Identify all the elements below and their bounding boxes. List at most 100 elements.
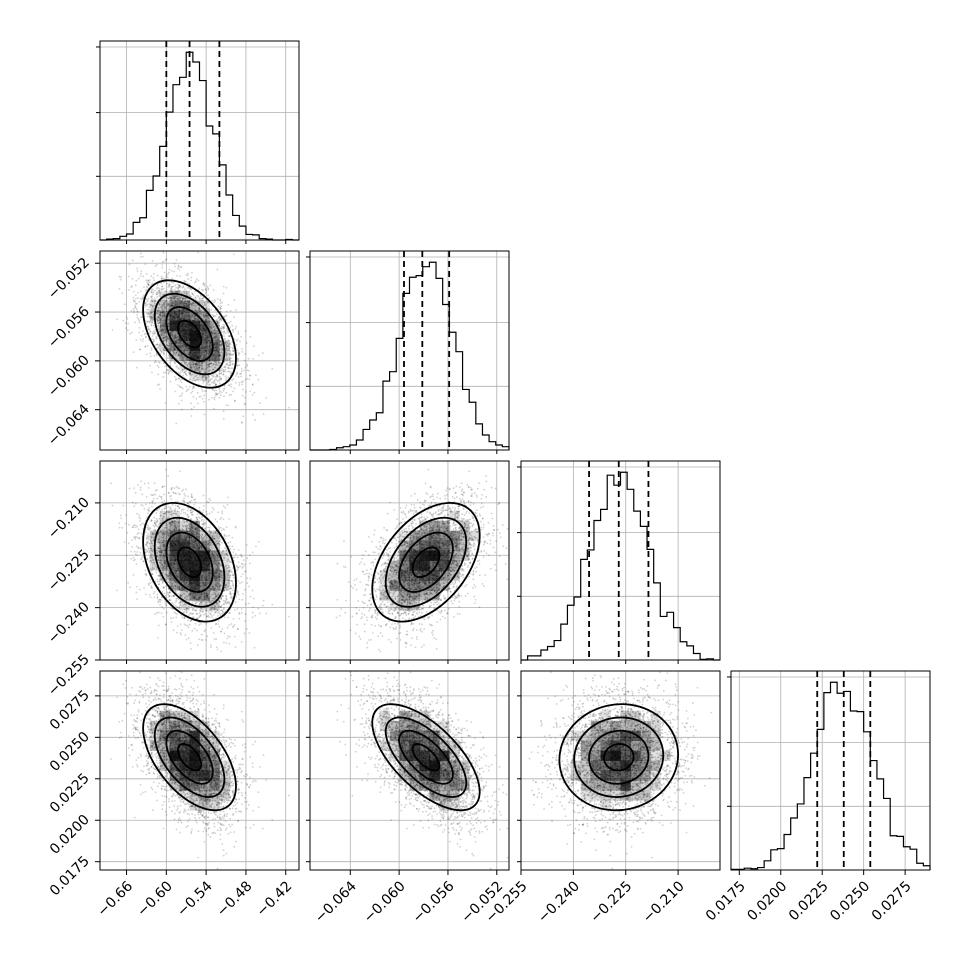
sample-point bbox=[187, 359, 190, 362]
sample-point bbox=[217, 623, 220, 625]
sample-point bbox=[151, 305, 154, 308]
sample-point bbox=[200, 313, 202, 316]
sample-point bbox=[217, 338, 220, 341]
sample-point bbox=[161, 306, 164, 309]
sample-point bbox=[170, 285, 173, 288]
sample-point bbox=[177, 345, 180, 348]
sample-point bbox=[163, 328, 166, 331]
sample-point bbox=[226, 362, 229, 364]
sample-point bbox=[244, 613, 247, 616]
sample-point bbox=[216, 393, 219, 396]
sample-point bbox=[164, 402, 167, 404]
sample-point bbox=[159, 292, 162, 295]
sample-point bbox=[229, 353, 232, 356]
sample-point bbox=[190, 647, 192, 650]
sample-point bbox=[145, 335, 147, 338]
sample-point bbox=[184, 298, 187, 301]
sample-point bbox=[151, 288, 154, 291]
sample-point bbox=[152, 306, 154, 309]
sample-point bbox=[131, 331, 133, 334]
sample-point bbox=[172, 353, 175, 356]
sample-point bbox=[207, 352, 210, 355]
sample-point bbox=[167, 322, 169, 325]
density-bin bbox=[179, 310, 190, 321]
sample-point bbox=[194, 290, 196, 293]
sample-point bbox=[162, 293, 164, 296]
sample-point bbox=[200, 363, 203, 365]
sample-point bbox=[152, 340, 155, 343]
sample-point bbox=[204, 288, 207, 291]
sample-point bbox=[209, 322, 212, 324]
sample-point bbox=[219, 327, 222, 330]
sample-point bbox=[221, 610, 224, 613]
sample-point bbox=[190, 279, 193, 282]
sample-point bbox=[209, 323, 212, 326]
sample-point bbox=[168, 306, 171, 308]
sample-point bbox=[199, 355, 202, 358]
sample-point bbox=[175, 378, 178, 380]
sample-point bbox=[204, 527, 207, 530]
sample-point bbox=[223, 335, 226, 338]
sample-point bbox=[212, 315, 215, 318]
sample-point bbox=[227, 384, 230, 386]
sample-point bbox=[169, 332, 172, 335]
sample-point bbox=[161, 285, 163, 288]
sample-point bbox=[158, 361, 161, 364]
sample-point bbox=[218, 319, 221, 321]
sample-point bbox=[215, 360, 218, 363]
sample-point bbox=[251, 413, 254, 416]
sample-point bbox=[159, 293, 161, 296]
sample-point bbox=[187, 388, 190, 391]
sample-point bbox=[241, 598, 244, 601]
sample-point bbox=[204, 368, 207, 371]
sample-point bbox=[213, 301, 215, 304]
sample-point bbox=[178, 351, 181, 354]
sample-point bbox=[158, 288, 161, 291]
sample-point bbox=[110, 242, 112, 244]
sample-point bbox=[175, 341, 178, 344]
sample-point bbox=[214, 383, 217, 386]
sample-point bbox=[214, 315, 217, 318]
sample-point bbox=[271, 368, 274, 370]
sample-point bbox=[186, 363, 189, 366]
sample-point bbox=[168, 304, 171, 307]
sample-point bbox=[157, 322, 160, 325]
sample-point bbox=[227, 616, 230, 619]
sample-point bbox=[160, 350, 163, 353]
sample-point bbox=[214, 336, 217, 339]
sample-point bbox=[194, 369, 196, 372]
sample-point bbox=[216, 320, 219, 323]
sample-point bbox=[168, 268, 171, 271]
sample-point bbox=[171, 305, 174, 308]
sample-point bbox=[146, 281, 148, 284]
sample-point bbox=[176, 291, 179, 293]
sample-point bbox=[168, 343, 171, 345]
sample-point bbox=[190, 374, 193, 377]
sample-point bbox=[190, 407, 193, 410]
sample-point bbox=[175, 339, 178, 342]
sample-point bbox=[236, 373, 238, 375]
sample-point bbox=[167, 297, 170, 300]
sample-point bbox=[215, 393, 218, 395]
sample-point bbox=[208, 497, 211, 500]
sample-point bbox=[136, 270, 139, 272]
sample-point bbox=[188, 370, 191, 373]
sample-point bbox=[234, 399, 236, 402]
sample-point bbox=[145, 273, 148, 275]
sample-point bbox=[208, 366, 211, 368]
sample-point bbox=[120, 517, 123, 520]
sample-point bbox=[153, 324, 155, 327]
sample-point bbox=[169, 362, 172, 364]
sample-point bbox=[163, 315, 165, 317]
sample-point bbox=[153, 297, 156, 300]
sample-point bbox=[111, 504, 114, 507]
sample-point bbox=[222, 370, 225, 373]
sample-point bbox=[241, 421, 244, 424]
sample-point bbox=[232, 316, 235, 319]
sample-point bbox=[232, 331, 235, 333]
sample-point bbox=[164, 594, 167, 597]
sample-point bbox=[153, 590, 156, 593]
sample-point bbox=[214, 300, 217, 303]
sample-point bbox=[202, 361, 205, 363]
sample-point bbox=[169, 364, 172, 367]
